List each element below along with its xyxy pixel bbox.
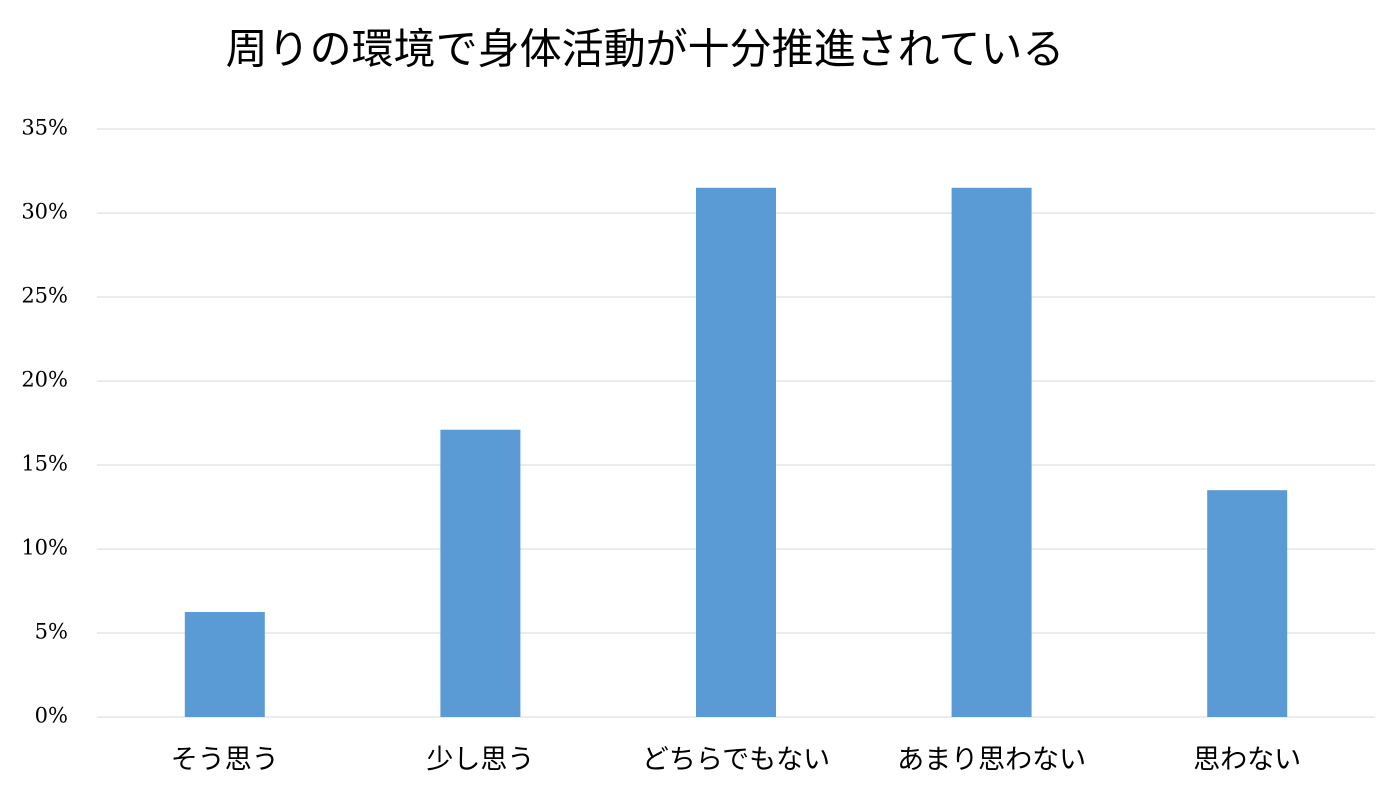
y-tick-label: 10% xyxy=(21,536,68,560)
chart-title: 周りの環境で身体活動が十分推進されている xyxy=(226,25,1065,74)
y-tick-label: 25% xyxy=(21,284,68,308)
bar xyxy=(1207,490,1288,717)
x-tick-label: あまり思わない xyxy=(897,745,1086,776)
x-tick-label: 少し思う xyxy=(426,745,534,776)
y-tick-label: 30% xyxy=(21,200,68,224)
y-tick-label: 20% xyxy=(21,368,68,392)
x-tick-label: 思わない xyxy=(1193,745,1301,776)
bar xyxy=(440,429,521,717)
y-tick-label: 15% xyxy=(21,452,68,476)
y-tick-label: 35% xyxy=(21,116,68,140)
bar xyxy=(184,612,265,717)
bar xyxy=(951,187,1032,718)
x-tick-label: どちらでもない xyxy=(642,745,830,776)
bar xyxy=(696,187,776,718)
y-tick-label: 0% xyxy=(35,704,68,728)
y-tick-label: 5% xyxy=(35,620,68,644)
x-tick-label: そう思う xyxy=(171,745,279,776)
